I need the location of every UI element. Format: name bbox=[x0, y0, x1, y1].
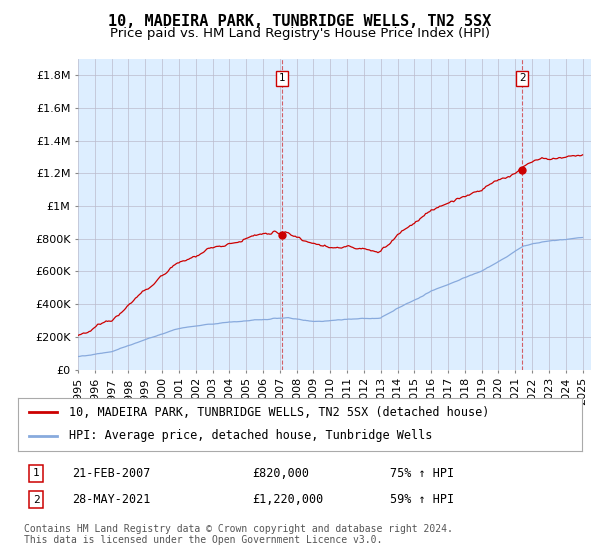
Text: 28-MAY-2021: 28-MAY-2021 bbox=[72, 493, 151, 506]
Text: 1: 1 bbox=[32, 468, 40, 478]
Text: 21-FEB-2007: 21-FEB-2007 bbox=[72, 466, 151, 480]
Text: £1,220,000: £1,220,000 bbox=[252, 493, 323, 506]
Text: 1: 1 bbox=[279, 73, 286, 83]
Text: 75% ↑ HPI: 75% ↑ HPI bbox=[390, 466, 454, 480]
Text: 59% ↑ HPI: 59% ↑ HPI bbox=[390, 493, 454, 506]
Text: 10, MADEIRA PARK, TUNBRIDGE WELLS, TN2 5SX (detached house): 10, MADEIRA PARK, TUNBRIDGE WELLS, TN2 5… bbox=[69, 406, 489, 419]
Text: 10, MADEIRA PARK, TUNBRIDGE WELLS, TN2 5SX: 10, MADEIRA PARK, TUNBRIDGE WELLS, TN2 5… bbox=[109, 14, 491, 29]
Text: HPI: Average price, detached house, Tunbridge Wells: HPI: Average price, detached house, Tunb… bbox=[69, 430, 432, 442]
Text: 2: 2 bbox=[32, 494, 40, 505]
Text: 2: 2 bbox=[519, 73, 526, 83]
Text: Price paid vs. HM Land Registry's House Price Index (HPI): Price paid vs. HM Land Registry's House … bbox=[110, 27, 490, 40]
Text: Contains HM Land Registry data © Crown copyright and database right 2024.
This d: Contains HM Land Registry data © Crown c… bbox=[24, 524, 453, 545]
Text: £820,000: £820,000 bbox=[252, 466, 309, 480]
